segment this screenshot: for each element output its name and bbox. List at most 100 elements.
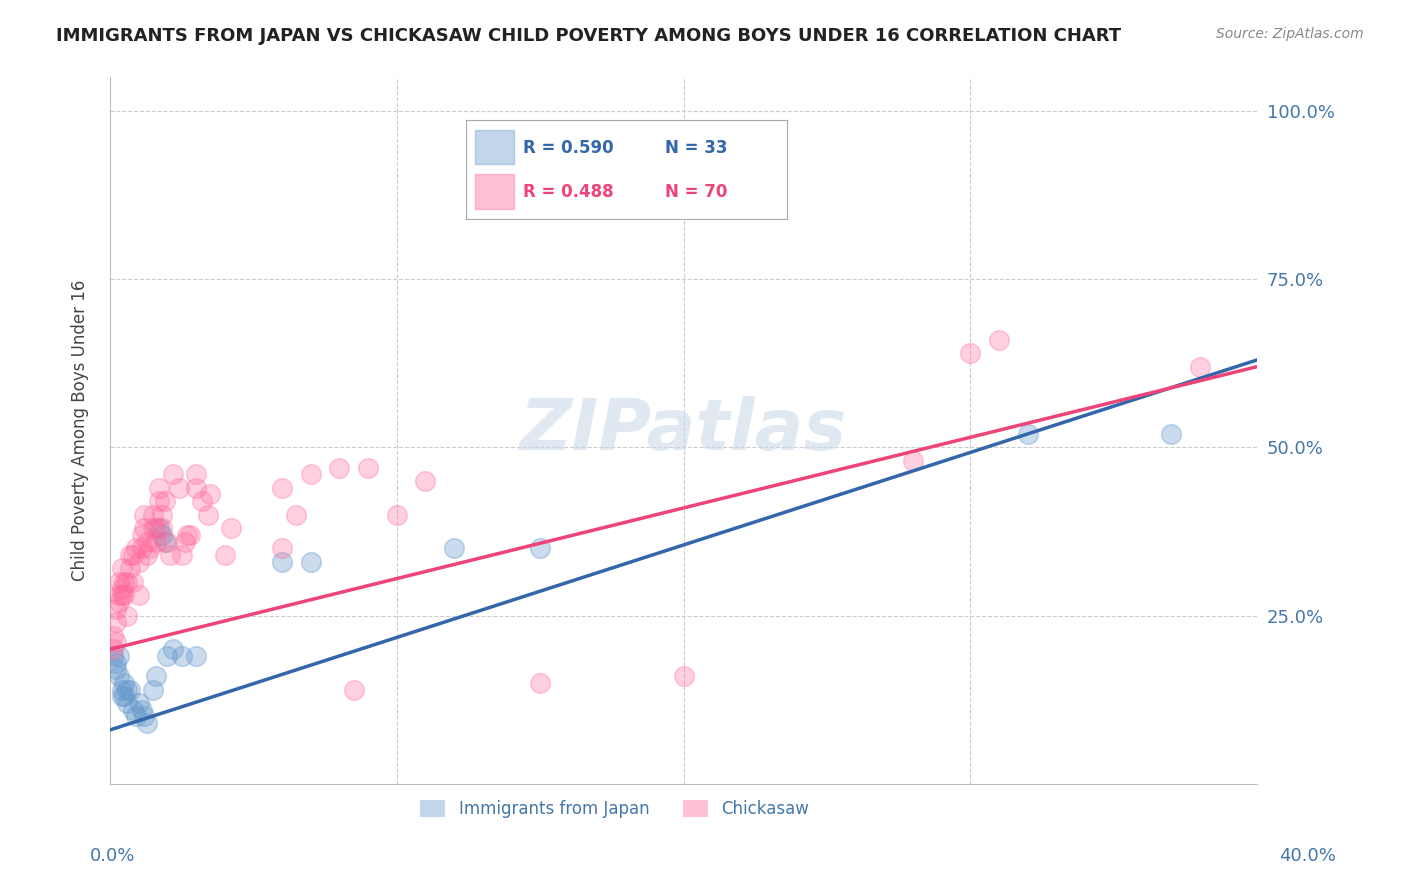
Point [107,648,129,663]
Point [104,635,127,649]
Point [117,682,139,697]
Point [142,521,165,535]
Point [271,481,294,495]
Point [1188,359,1211,374]
Text: 40.0%: 40.0% [1279,847,1336,864]
Point [136,534,159,549]
Point [122,574,145,589]
Point [162,642,184,657]
Point [170,648,193,663]
Point [122,703,145,717]
Text: IMMIGRANTS FROM JAPAN VS CHICKASAW CHILD POVERTY AMONG BOYS UNDER 16 CORRELATION: IMMIGRANTS FROM JAPAN VS CHICKASAW CHILD… [56,27,1122,45]
Point [150,521,173,535]
Point [271,541,294,556]
Point [104,656,127,670]
Point [107,669,129,683]
Y-axis label: Child Poverty Among Boys Under 16: Child Poverty Among Boys Under 16 [72,280,89,582]
Point [107,595,129,609]
Text: ZIPatlas: ZIPatlas [520,396,848,465]
Point [125,709,148,723]
Point [156,648,179,663]
Point [128,588,150,602]
Point [343,682,366,697]
Point [271,555,294,569]
Point [150,508,173,522]
Point [162,467,184,482]
Point [357,460,380,475]
Point [214,548,236,562]
Point [117,608,139,623]
Point [142,508,165,522]
Point [131,541,153,556]
Point [159,548,181,562]
Point [101,642,124,657]
Point [112,574,135,589]
Point [148,481,170,495]
Point [112,588,135,602]
Point [1160,426,1182,441]
Point [107,588,129,602]
Point [156,534,179,549]
Point [191,494,214,508]
Point [128,696,150,710]
Point [134,521,156,535]
Point [110,682,132,697]
Point [120,548,142,562]
Point [142,682,165,697]
Point [122,548,145,562]
Point [184,467,207,482]
Point [901,454,924,468]
Point [299,467,322,482]
Point [101,629,124,643]
Point [101,648,124,663]
Point [385,508,408,522]
Point [112,676,135,690]
Point [1017,426,1039,441]
Point [128,555,150,569]
Point [200,487,222,501]
Point [107,574,129,589]
Legend: Immigrants from Japan, Chickasaw: Immigrants from Japan, Chickasaw [413,793,815,825]
Point [176,528,198,542]
Point [112,690,135,704]
Point [672,669,695,683]
Point [110,561,132,575]
Point [131,528,153,542]
Point [139,541,162,556]
Point [959,346,981,360]
Point [179,528,201,542]
Point [167,481,190,495]
Point [197,508,219,522]
Point [184,648,207,663]
Point [104,615,127,630]
Point [110,588,132,602]
Point [117,574,139,589]
Point [110,690,132,704]
Point [120,561,142,575]
Point [120,682,142,697]
Point [415,474,437,488]
Point [104,602,127,616]
Point [153,494,176,508]
Point [117,696,139,710]
Point [145,669,167,683]
Point [134,508,156,522]
Point [104,662,127,676]
Point [145,534,167,549]
Point [153,534,176,549]
Point [328,460,350,475]
Point [173,534,195,549]
Point [145,521,167,535]
Point [184,481,207,495]
Point [285,508,308,522]
Point [136,716,159,731]
Point [170,548,193,562]
Point [988,333,1011,347]
Point [150,528,173,542]
Text: Source: ZipAtlas.com: Source: ZipAtlas.com [1216,27,1364,41]
Point [529,676,551,690]
Point [443,541,465,556]
Text: 0.0%: 0.0% [90,847,135,864]
Point [110,582,132,596]
Point [131,703,153,717]
